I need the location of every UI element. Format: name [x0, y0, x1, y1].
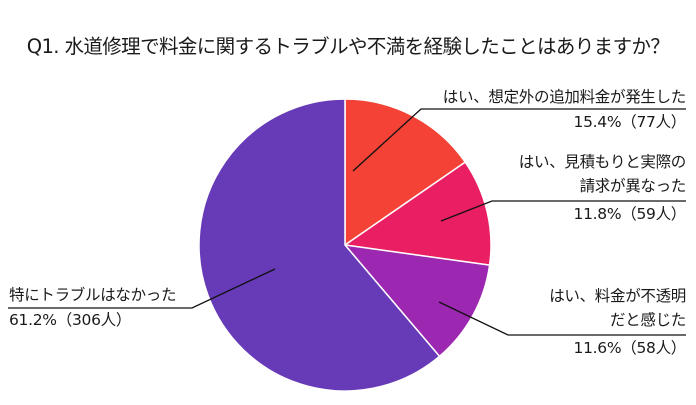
pie-slices	[198, 98, 492, 392]
label-text: はい、想定外の追加料金が発生した	[442, 88, 687, 106]
chart-title: Q1. 水道修理で料金に関するトラブルや不満を経験したことはありますか？	[26, 35, 670, 58]
pie-slice-2	[342, 161, 492, 266]
label-value: 61.2%（306人）	[9, 311, 132, 329]
slice-label-unclear-pricing: はい、料金が不透明 だと感じた 11.6%（58人）	[549, 284, 686, 360]
leader-line-s4	[8, 268, 276, 309]
slice-label-estimate-mismatch: はい、見積もりと実際の 請求が異なった 11.8%（59人）	[518, 150, 687, 226]
leader-line-s3	[438, 301, 686, 336]
label-text: はい、料金が不透明	[549, 287, 686, 305]
leader-line-s1	[352, 108, 686, 172]
label-text-2: 請求が異なった	[579, 177, 687, 195]
pie-slice-3	[343, 243, 491, 358]
label-text: はい、見積もりと実際の	[518, 153, 687, 171]
leader-line-s2	[440, 200, 686, 222]
label-value: 15.4%（77人）	[573, 113, 687, 131]
slice-label-additional-fees: はい、想定外の追加料金が発生した 15.4%（77人）	[442, 85, 687, 134]
pie-slice-4	[198, 98, 441, 392]
label-value: 11.8%（59人）	[573, 205, 687, 223]
label-text: 特にトラブルはなかった	[9, 286, 177, 304]
slice-label-no-trouble: 特にトラブルはなかった 61.2%（306人）	[9, 283, 177, 332]
leader-lines	[8, 108, 686, 336]
label-text-2: だと感じた	[609, 311, 686, 329]
label-value: 11.6%（58人）	[573, 339, 687, 357]
